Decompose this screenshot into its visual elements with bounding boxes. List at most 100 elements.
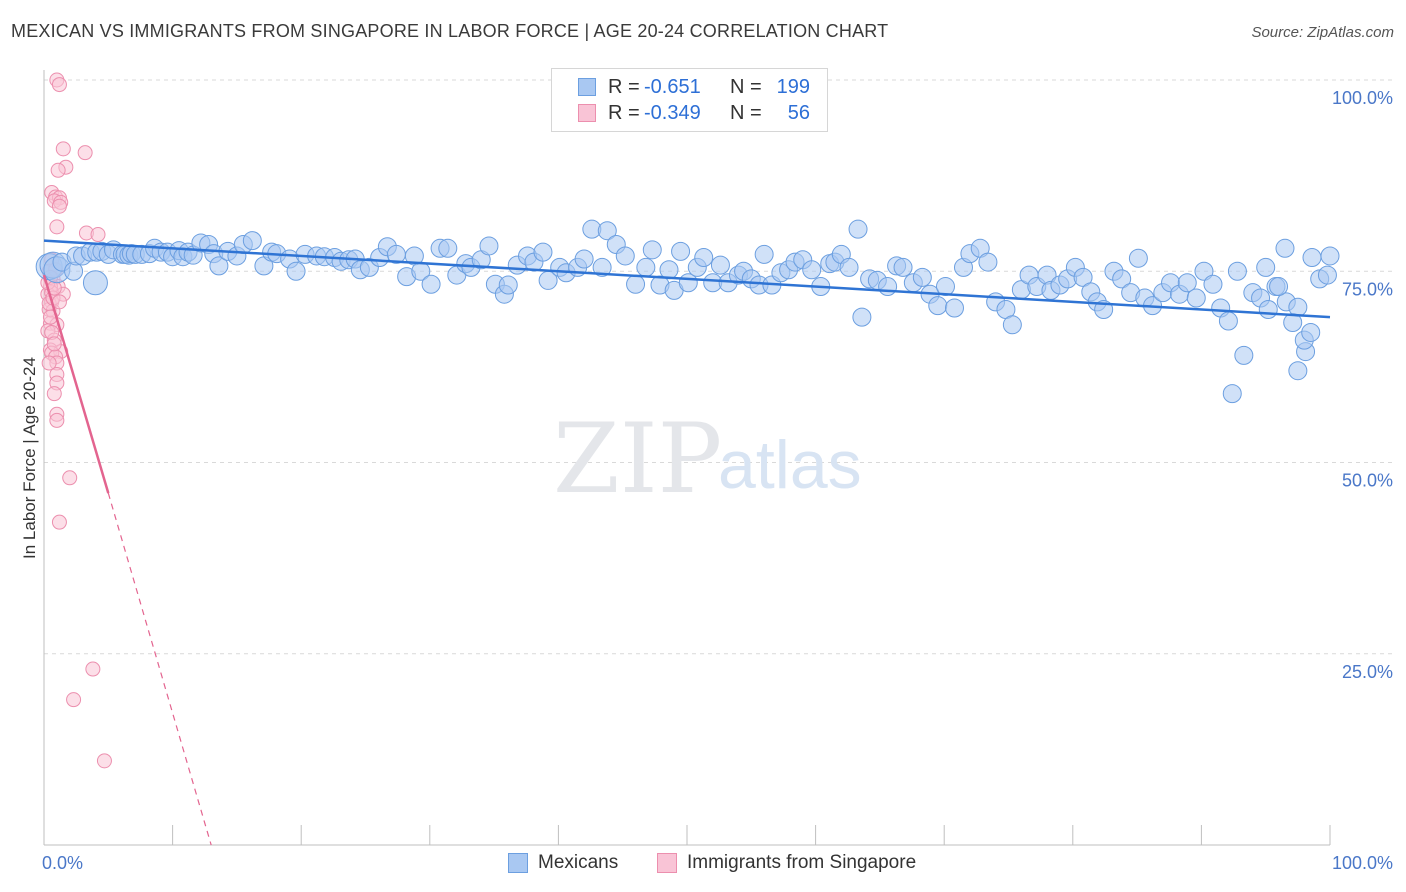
watermark-atlas: atlas: [718, 427, 862, 503]
mexicans-point: [878, 277, 898, 297]
trend-line-singapore-extension: [107, 492, 212, 846]
x-tick-label: 100.0%: [1332, 853, 1393, 873]
legend-r-value: -0.349: [644, 101, 701, 124]
mexicans-point: [1275, 238, 1295, 258]
y-tick-label: 75.0%: [1342, 279, 1393, 299]
legend-n-value: 199: [776, 75, 810, 98]
series-mexicans: [35, 219, 1340, 404]
mexicans-point: [1320, 246, 1340, 266]
mexicans-point: [671, 241, 691, 261]
x-tick-label: 0.0%: [42, 853, 83, 873]
legend-swatch-mexicans: [508, 853, 528, 873]
singapore-point: [96, 753, 112, 769]
singapore-point: [51, 198, 67, 214]
legend-swatch-singapore: [657, 853, 677, 873]
mexicans-point: [1227, 261, 1247, 281]
legend-n-label: N =: [730, 101, 762, 124]
mexicans-point: [893, 257, 913, 277]
singapore-point: [66, 692, 82, 708]
singapore-point: [90, 227, 106, 243]
mexicans-point: [1186, 288, 1206, 308]
mexicans-point: [592, 257, 612, 277]
mexicans-point: [839, 257, 859, 277]
singapore-point: [49, 412, 65, 428]
singapore-point: [50, 162, 66, 178]
legend-r-label: R =: [608, 101, 640, 124]
mexicans-point: [438, 238, 458, 258]
mexicans-point: [615, 246, 635, 266]
watermark: ZIP atlas: [553, 403, 862, 515]
mexicans-point: [852, 307, 872, 327]
legend-row-mexicans: R = -0.651 N = 199: [578, 75, 810, 99]
singapore-point: [85, 661, 101, 677]
stats-legend: R = -0.651 N = 199 R = -0.349 N = 56: [551, 68, 828, 132]
singapore-point: [62, 470, 78, 486]
trend-lines: [42, 239, 1331, 846]
bottom-legend-singapore[interactable]: Immigrants from Singapore: [657, 852, 916, 874]
gridlines: [44, 79, 1395, 655]
mexicans-point: [1203, 274, 1223, 294]
mexicans-point: [978, 252, 998, 272]
singapore-point: [46, 336, 62, 352]
bottom-legend-mexicans[interactable]: Mexicans: [508, 852, 618, 874]
singapore-point: [51, 77, 67, 93]
mexicans-point: [944, 298, 964, 318]
mexicans-point: [1258, 300, 1278, 319]
y-tick-label: 25.0%: [1342, 662, 1393, 682]
trend-line-mexicans: [43, 239, 1331, 319]
mexicans-point: [421, 274, 441, 294]
legend-r-label: R =: [608, 75, 640, 98]
mexicans-point: [1194, 261, 1214, 281]
singapore-point: [49, 219, 65, 235]
y-tick-label: 100.0%: [1332, 88, 1393, 108]
mexicans-point: [1234, 345, 1254, 365]
mexicans-point: [626, 274, 646, 294]
mexicans-point: [642, 240, 662, 260]
mexicans-point: [498, 275, 518, 295]
legend-n-value: 56: [787, 101, 810, 124]
mexicans-point: [242, 231, 262, 251]
mexicans-point: [1317, 265, 1337, 285]
mexicans-point: [1288, 297, 1308, 317]
legend-row-singapore: R = -0.349 N = 56: [578, 101, 810, 125]
mexicans-point: [1218, 311, 1238, 331]
source-label: Source: ZipAtlas.com: [1251, 24, 1394, 41]
mexicans-point: [694, 247, 714, 267]
mexicans-point: [1301, 322, 1321, 342]
legend-r-value: -0.651: [644, 75, 701, 98]
chart-title: MEXICAN VS IMMIGRANTS FROM SINGAPORE IN …: [11, 21, 889, 41]
singapore-point: [51, 514, 67, 530]
mexicans-point: [754, 244, 774, 264]
y-tick-label: 50.0%: [1342, 471, 1393, 491]
tick-labels: 100.0% 75.0% 50.0% 25.0% 0.0% 100.0%: [42, 88, 1393, 873]
mexicans-point: [1222, 384, 1242, 404]
mexicans-point: [848, 219, 868, 239]
singapore-point: [41, 355, 57, 371]
legend-label-singapore: Immigrants from Singapore: [687, 852, 917, 873]
mexicans-point: [928, 296, 948, 316]
mexicans-point: [1256, 257, 1276, 277]
mexicans-point: [1288, 361, 1308, 381]
mexicans-point: [802, 260, 822, 280]
mexicans-point: [1128, 248, 1148, 268]
mexicans-point: [1002, 315, 1022, 335]
mexicans-point: [935, 277, 955, 297]
singapore-point: [46, 386, 62, 402]
legend-n-label: N =: [730, 75, 762, 98]
mexicans-point: [912, 267, 932, 287]
mexicans-point: [533, 242, 553, 262]
series-singapore: [40, 72, 112, 769]
y-axis-label: In Labor Force | Age 20-24: [20, 357, 39, 559]
watermark-zip: ZIP: [553, 403, 722, 515]
axes: [43, 70, 1331, 846]
legend-label-mexicans: Mexicans: [538, 852, 619, 873]
legend-swatch-mexicans: [578, 78, 596, 96]
mexicans-point: [710, 255, 730, 275]
mexicans-point: [286, 261, 306, 281]
mexicans-point: [82, 270, 108, 296]
singapore-point: [77, 145, 93, 161]
legend-swatch-singapore: [578, 104, 596, 122]
mexicans-point: [597, 221, 617, 241]
mexicans-point: [209, 256, 229, 276]
trend-line-singapore: [42, 274, 110, 494]
